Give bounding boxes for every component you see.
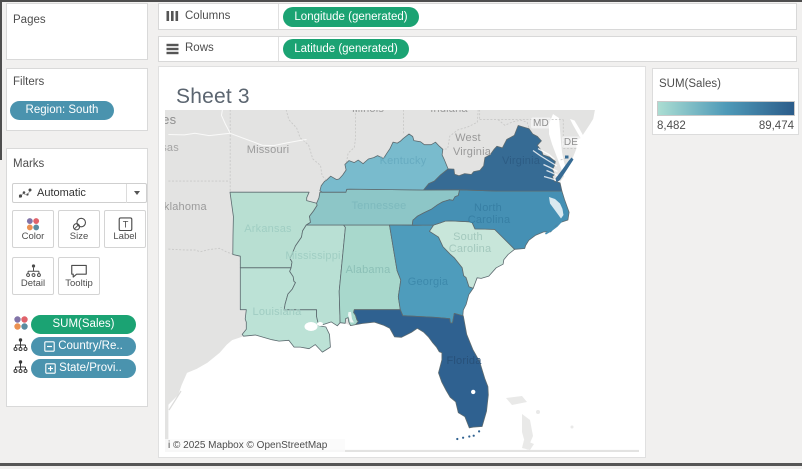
svg-text:Virginia: Virginia — [502, 155, 541, 167]
svg-text:Virginia: Virginia — [453, 146, 492, 158]
svg-text:Florida: Florida — [446, 355, 482, 367]
svg-text:Kansas: Kansas — [165, 142, 179, 154]
svg-text:Oklahoma: Oklahoma — [165, 201, 208, 213]
svg-text:Missouri: Missouri — [247, 144, 290, 156]
svg-text:Carolina: Carolina — [449, 243, 492, 255]
svg-text:T: T — [122, 219, 128, 229]
svg-text:MD: MD — [533, 118, 549, 129]
svg-text:Mississippi: Mississippi — [285, 250, 340, 262]
svg-text:United States: United States — [165, 112, 177, 127]
svg-text:Tennessee: Tennessee — [351, 200, 406, 212]
svg-text:Carolina: Carolina — [468, 214, 511, 226]
svg-text:Arkansas: Arkansas — [244, 223, 292, 235]
svg-text:DE: DE — [564, 137, 578, 148]
svg-text:Alabama: Alabama — [346, 264, 391, 276]
svg-text:Georgia: Georgia — [408, 276, 449, 288]
svg-text:Illinois: Illinois — [352, 110, 384, 115]
svg-text:South: South — [453, 231, 483, 243]
svg-text:Louisiana: Louisiana — [253, 306, 303, 318]
svg-text:West: West — [455, 132, 481, 144]
svg-text:Kentucky: Kentucky — [380, 155, 427, 167]
svg-text:Indiana: Indiana — [430, 110, 468, 115]
svg-text:North: North — [474, 202, 502, 214]
